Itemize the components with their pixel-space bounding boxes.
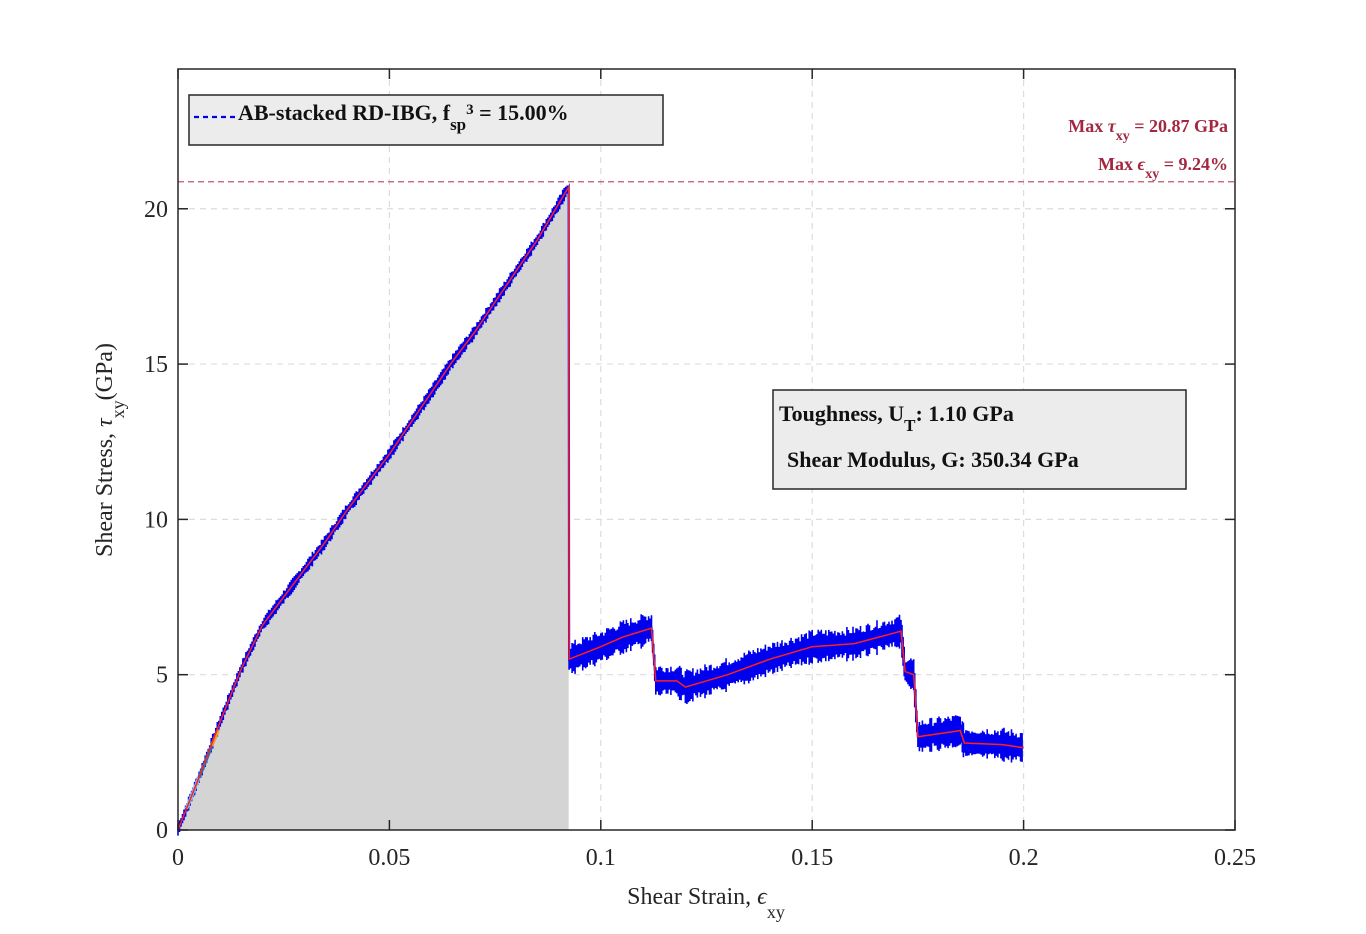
legend-box [188,94,664,146]
toughness-fill-area [178,187,569,830]
smoothed-data-line [177,184,1024,831]
max-strain-annotation: Max ϵxy = 9.24% [1098,154,1228,182]
y-tick-label: 5 [156,663,168,689]
shear-modulus-text: Shear Modulus, G: 350.34 GPa [787,447,1079,472]
x-tick-label: 0.1 [586,845,616,871]
x-tick-label: 0.05 [368,845,410,871]
y-tick-label: 20 [144,197,168,223]
y-axis-label: Shear Stress, τxy(GPa) [92,343,128,557]
x-tick-label: 0.15 [791,845,833,871]
toughness-text: Toughness, UT: 1.10 GPa [779,401,1014,435]
x-axis-ticks: 0 0.05 0.1 0.15 0.2 0.25 [172,69,1256,871]
max-stress-annotation: Max τxy = 20.87 GPa [1068,116,1228,144]
legend: AB-stacked RD-IBG, fsp3 = 15.00% [188,94,664,146]
y-tick-label: 15 [144,352,168,378]
y-axis-ticks: 0 5 10 15 20 [144,197,1235,844]
y-tick-label: 0 [156,818,168,844]
max-annotations: Max τxy = 20.87 GPa Max ϵxy = 9.24% [1068,116,1228,182]
x-tick-label: 0.25 [1214,845,1256,871]
axes-frame [177,68,1236,831]
properties-box: Toughness, UT: 1.10 GPa Shear Modulus, G… [772,389,1187,490]
x-axis-label: Shear Strain, ϵxy [627,884,785,922]
legend-label: AB-stacked RD-IBG, fsp3 = 15.00% [238,100,569,134]
properties-box-frame [772,389,1187,490]
y-tick-label: 10 [144,507,168,533]
x-tick-label: 0 [172,845,184,871]
x-tick-label: 0.2 [1009,845,1039,871]
